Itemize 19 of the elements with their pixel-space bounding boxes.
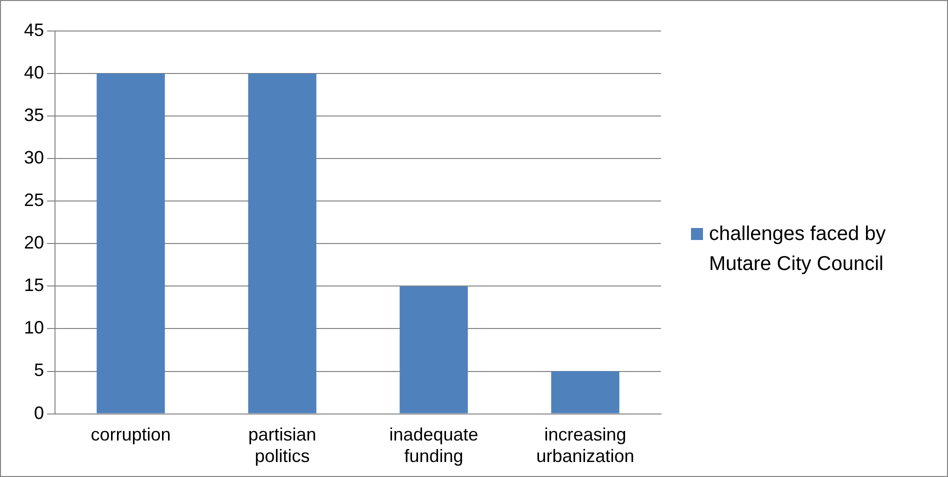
y-tick-label: 15 <box>24 275 44 296</box>
x-tick-label: inadequate funding <box>389 424 478 466</box>
x-tick-label: corruption <box>90 424 171 445</box>
y-tick-label: 10 <box>24 318 44 338</box>
y-tick-label: 20 <box>24 232 44 253</box>
y-tick-label: 0 <box>34 402 44 423</box>
bar <box>248 74 316 414</box>
legend-label: challenges faced by Mutare City Council <box>709 222 887 277</box>
x-tick-label: increasing urbanization <box>536 424 634 466</box>
bar <box>96 74 165 414</box>
x-tick-label: partisian politics <box>248 424 316 466</box>
y-tick-label: 25 <box>24 190 44 210</box>
bar <box>400 286 468 414</box>
y-tick-label: 45 <box>24 20 44 40</box>
y-tick-label: 40 <box>24 62 44 82</box>
y-tick-label: 35 <box>24 105 44 126</box>
y-tick-label: 30 <box>24 148 44 168</box>
y-tick-label: 5 <box>34 360 44 380</box>
bar <box>551 371 620 414</box>
